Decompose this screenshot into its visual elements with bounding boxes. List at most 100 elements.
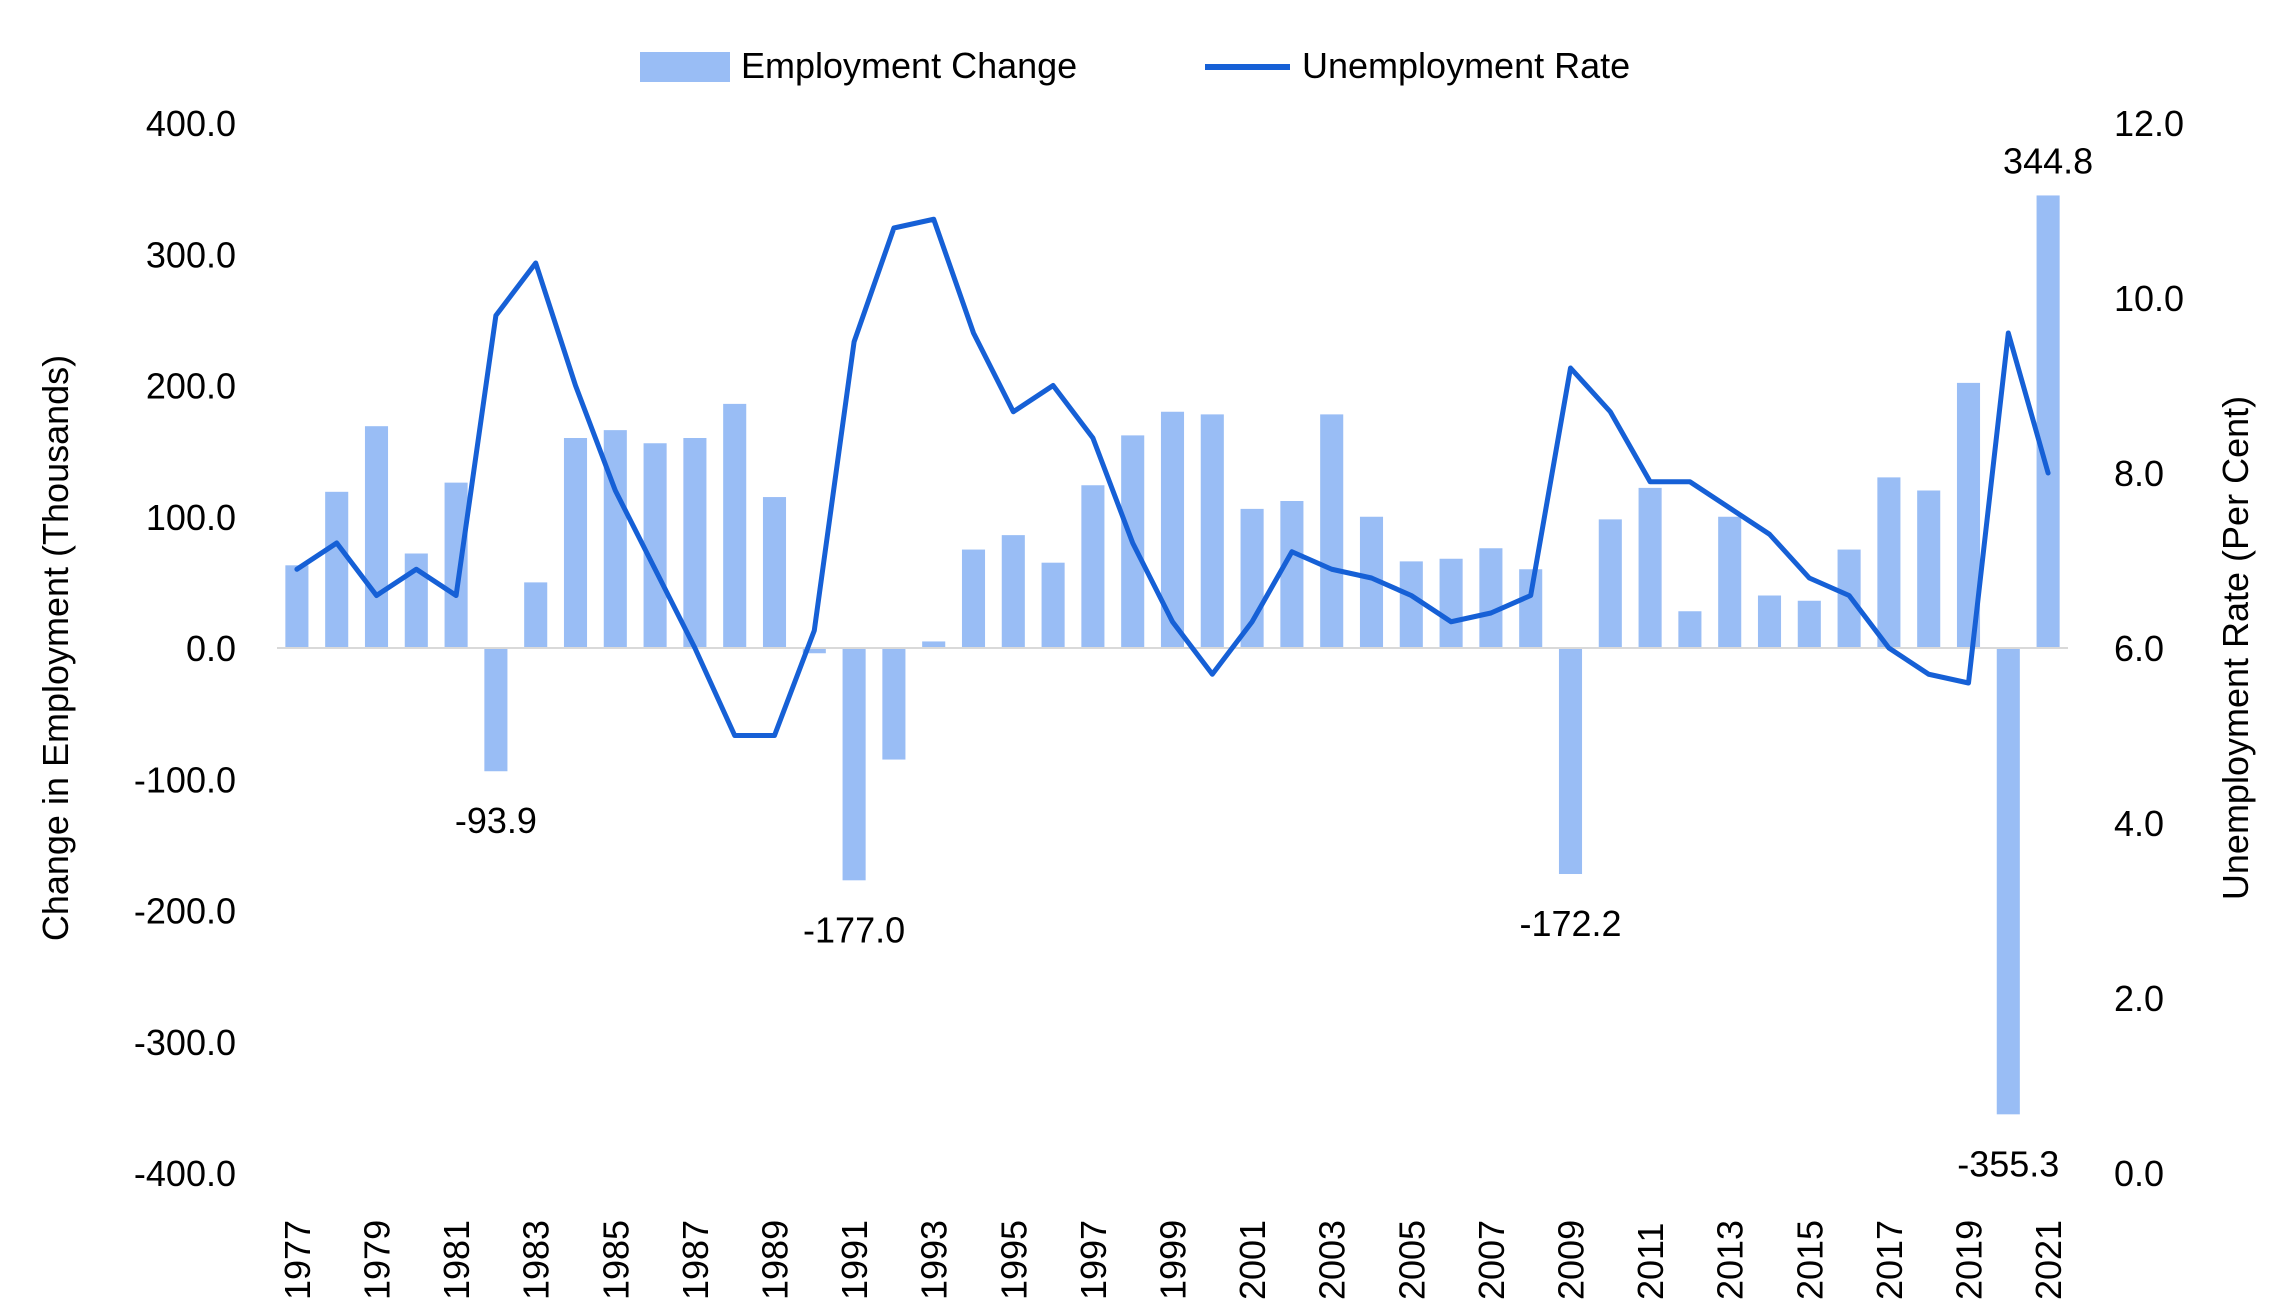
bar-2006: [1439, 558, 1463, 648]
bar-1991: [842, 648, 866, 881]
left-tick-label: 300.0: [146, 234, 236, 275]
bar-1997: [1081, 485, 1105, 648]
bar-2021: [2036, 195, 2060, 648]
x-tick-label: 1997: [1073, 1220, 1114, 1300]
bar-2017: [1877, 477, 1901, 649]
bar-1990: [802, 648, 826, 654]
bar-2019: [1956, 382, 1981, 649]
bar-2020: [1996, 648, 2020, 1115]
left-tick-label: -400.0: [134, 1153, 236, 1194]
data-label-2021: 344.8: [2003, 140, 2093, 181]
right-axis-ticks: 12.0 10.0 8.0 6.0 4.0 2.0 0.0: [2114, 103, 2184, 1194]
x-tick-label: 2021: [2028, 1220, 2069, 1300]
x-tick-label: 1977: [277, 1220, 318, 1300]
left-tick-label: 0.0: [186, 628, 236, 669]
bar-2015: [1797, 600, 1821, 648]
bar-1985: [603, 430, 627, 649]
x-tick-label: 2001: [1232, 1220, 1273, 1300]
x-tick-label: 2003: [1312, 1220, 1353, 1300]
x-tick-label: 1981: [436, 1220, 477, 1300]
left-tick-label: -100.0: [134, 759, 236, 800]
bar-1996: [1041, 562, 1065, 648]
bar-2008: [1519, 569, 1543, 648]
x-tick-label: 2007: [1471, 1220, 1512, 1300]
bar-1979: [364, 426, 389, 648]
x-tick-label: 2005: [1391, 1220, 1432, 1300]
left-tick-label: -300.0: [134, 1022, 236, 1063]
x-tick-label: 2009: [1551, 1220, 1592, 1300]
bar-1983: [524, 582, 548, 649]
right-tick-label: 2.0: [2114, 978, 2164, 1019]
bar-2014: [1757, 595, 1782, 648]
x-tick-label: 2019: [1949, 1220, 1990, 1300]
bar-2004: [1359, 516, 1384, 648]
bar-1986: [643, 443, 667, 648]
employment-change-bars: [285, 195, 2060, 1115]
bar-2010: [1598, 519, 1622, 649]
bar-1993: [922, 641, 946, 648]
legend-label-unemployment-rate: Unemployment Rate: [1302, 45, 1630, 86]
bar-2005: [1399, 561, 1423, 649]
bar-1984: [563, 438, 588, 648]
bar-2013: [1718, 516, 1742, 648]
legend-swatch-employment-change: [640, 52, 730, 82]
bar-1987: [683, 438, 707, 648]
right-axis-title: Unemployment Rate (Per Cent): [2215, 396, 2256, 900]
bar-1989: [762, 497, 787, 648]
bar-1978: [325, 491, 349, 648]
legend: Employment Change Unemployment Rate: [640, 45, 1630, 86]
right-tick-label: 10.0: [2114, 278, 2184, 319]
left-tick-label: -200.0: [134, 891, 236, 932]
x-tick-label: 2013: [1710, 1220, 1751, 1300]
unemployment-rate-line-group: [294, 216, 2051, 738]
bar-2000: [1200, 414, 1224, 649]
x-axis-ticks: 1977 1979 1981 1983 1985 1987 1989 1991 1993 1995…: [277, 1220, 2069, 1300]
left-axis-ticks: 400.0 300.0 200.0 100.0 0.0 -100.0 -200.0 -300.…: [134, 103, 236, 1194]
x-tick-label: 1985: [595, 1220, 636, 1300]
bar-1981: [444, 482, 468, 649]
bar-2001: [1240, 508, 1264, 649]
unemployment-rate-line: [294, 216, 2051, 738]
x-tick-label: 1979: [357, 1220, 398, 1300]
bar-2009: [1558, 648, 1583, 875]
bar-2011: [1638, 487, 1662, 649]
x-tick-label: 1989: [755, 1220, 796, 1300]
x-tick-label: 1991: [834, 1220, 875, 1300]
bar-1982: [484, 648, 508, 772]
left-axis-title: Change in Employment (Thousands): [35, 355, 76, 941]
right-tick-label: 8.0: [2114, 453, 2164, 494]
x-tick-label: 2015: [1789, 1220, 1830, 1300]
x-tick-label: 1993: [914, 1220, 955, 1300]
data-label-2009: -172.2: [1519, 903, 1621, 944]
x-tick-label: 2017: [1869, 1220, 1910, 1300]
bar-1980: [404, 553, 428, 648]
data-label-1982: -93.9: [455, 800, 537, 841]
left-tick-label: 200.0: [146, 366, 236, 407]
right-tick-label: 12.0: [2114, 103, 2184, 144]
x-tick-label: 1983: [516, 1220, 557, 1300]
x-tick-label: 1999: [1153, 1220, 1194, 1300]
right-tick-label: 6.0: [2114, 628, 2164, 669]
data-label-1991: -177.0: [803, 909, 905, 950]
legend-label-employment-change: Employment Change: [741, 45, 1077, 86]
bar-1977: [285, 565, 309, 648]
bar-2002: [1280, 501, 1304, 648]
data-labels: -93.9 -177.0 -172.2 -355.3 344.8: [455, 140, 2093, 1184]
bar-1988: [723, 403, 747, 649]
bar-2003: [1320, 414, 1344, 649]
right-tick-label: 0.0: [2114, 1153, 2164, 1194]
left-tick-label: 100.0: [146, 497, 236, 538]
data-label-2020: -355.3: [1957, 1143, 2059, 1184]
left-tick-label: 400.0: [146, 103, 236, 144]
bar-2007: [1479, 548, 1503, 648]
x-tick-label: 2011: [1630, 1223, 1671, 1300]
bar-1992: [882, 648, 906, 760]
bar-2012: [1678, 611, 1702, 648]
x-tick-label: 1995: [993, 1220, 1034, 1300]
bar-1994: [961, 549, 986, 648]
bar-1995: [1001, 535, 1025, 649]
x-tick-label: 1987: [675, 1220, 716, 1300]
bar-2018: [1917, 490, 1941, 648]
right-tick-label: 4.0: [2114, 803, 2164, 844]
